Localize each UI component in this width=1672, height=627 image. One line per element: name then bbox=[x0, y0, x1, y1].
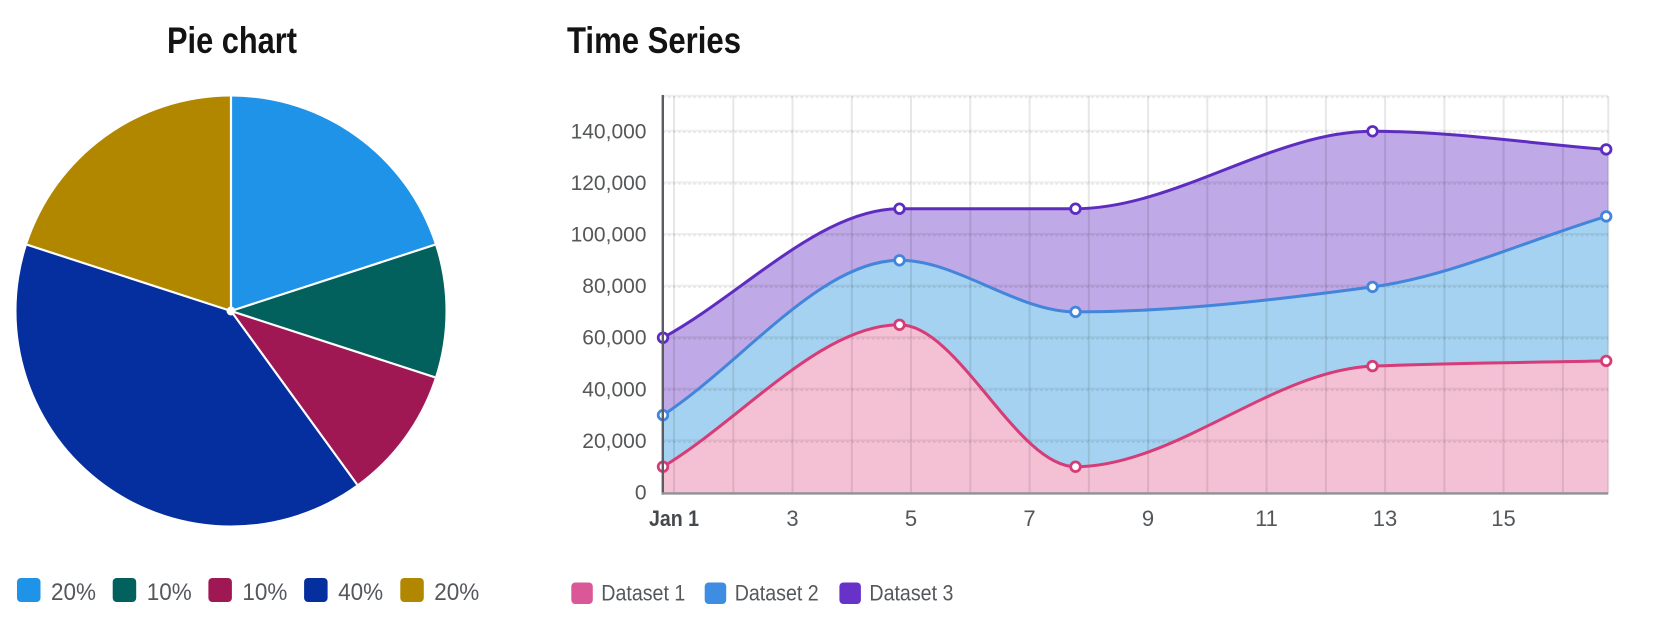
svg-text:20%: 20% bbox=[434, 579, 479, 606]
svg-text:60,000: 60,000 bbox=[582, 327, 646, 350]
svg-text:9: 9 bbox=[1142, 506, 1154, 531]
svg-text:20%: 20% bbox=[51, 579, 96, 606]
svg-text:Pie chart: Pie chart bbox=[167, 20, 297, 61]
svg-text:Dataset 1: Dataset 1 bbox=[601, 580, 685, 605]
svg-text:10%: 10% bbox=[242, 579, 287, 606]
svg-text:Time Series: Time Series bbox=[567, 20, 741, 61]
svg-text:100,000: 100,000 bbox=[571, 224, 647, 247]
svg-text:120,000: 120,000 bbox=[571, 172, 647, 195]
svg-text:3: 3 bbox=[786, 506, 798, 531]
svg-text:20,000: 20,000 bbox=[582, 430, 646, 453]
svg-text:80,000: 80,000 bbox=[582, 275, 646, 298]
svg-text:40,000: 40,000 bbox=[582, 378, 646, 401]
svg-text:7: 7 bbox=[1023, 506, 1035, 531]
svg-text:0: 0 bbox=[635, 482, 647, 505]
svg-text:Jan 1: Jan 1 bbox=[649, 506, 699, 531]
svg-text:10%: 10% bbox=[147, 579, 192, 606]
svg-text:11: 11 bbox=[1255, 506, 1278, 531]
svg-text:Dataset 2: Dataset 2 bbox=[735, 580, 819, 605]
svg-text:Dataset 3: Dataset 3 bbox=[869, 580, 953, 605]
svg-text:5: 5 bbox=[905, 506, 917, 531]
svg-text:40%: 40% bbox=[338, 579, 383, 606]
svg-text:140,000: 140,000 bbox=[571, 120, 647, 143]
svg-text:15: 15 bbox=[1491, 506, 1515, 531]
svg-text:13: 13 bbox=[1373, 506, 1397, 531]
